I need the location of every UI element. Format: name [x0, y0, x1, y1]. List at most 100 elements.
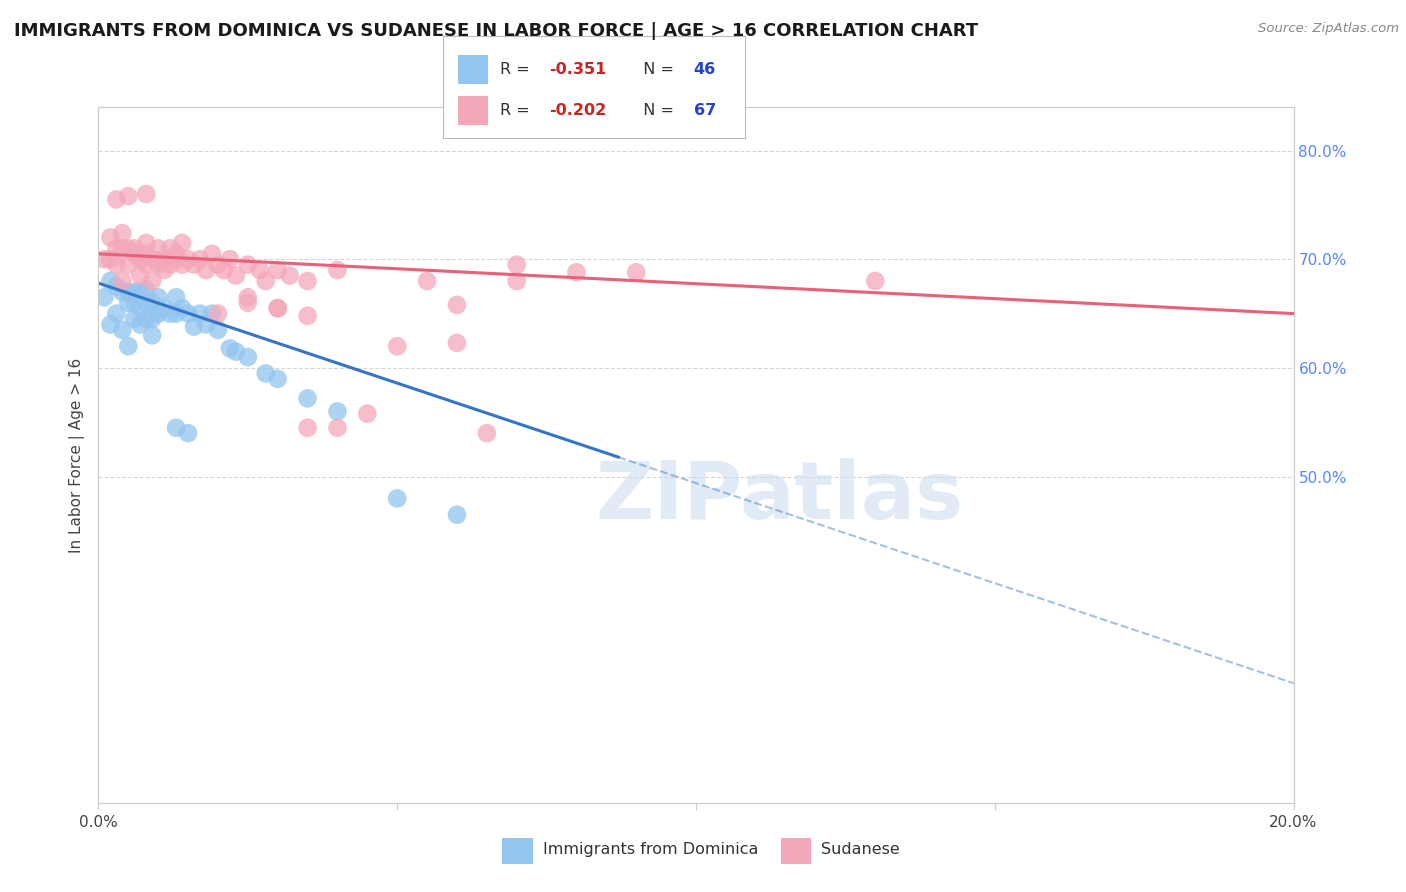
Point: [236, 290, 259, 304]
Text: N =: N =: [633, 103, 679, 118]
Point: [105, 258, 128, 272]
Point: [105, 193, 128, 207]
Point: [475, 426, 498, 441]
Point: [105, 279, 128, 293]
Y-axis label: In Labor Force | Age > 16: In Labor Force | Age > 16: [69, 358, 86, 552]
FancyBboxPatch shape: [458, 96, 488, 125]
Point: [159, 307, 181, 321]
Point: [135, 283, 157, 297]
Point: [225, 344, 247, 359]
Point: [124, 241, 146, 255]
Point: [626, 265, 648, 279]
Point: [172, 258, 194, 272]
Point: [141, 312, 163, 326]
Text: 67: 67: [693, 103, 716, 118]
Point: [111, 274, 134, 288]
Point: [195, 318, 218, 332]
Point: [865, 274, 887, 288]
Point: [117, 258, 139, 272]
Point: [506, 258, 529, 272]
Point: [117, 189, 139, 203]
Point: [236, 258, 259, 272]
Point: [446, 335, 468, 350]
Point: [267, 301, 290, 315]
Point: [135, 187, 157, 202]
Point: [148, 307, 170, 321]
Point: [356, 407, 378, 421]
Point: [177, 426, 200, 441]
Point: [177, 252, 200, 267]
Text: -0.202: -0.202: [548, 103, 606, 118]
Point: [267, 301, 290, 315]
Point: [117, 295, 139, 310]
Point: [124, 285, 146, 299]
Point: [172, 301, 194, 315]
Point: [124, 312, 146, 326]
Point: [124, 247, 146, 261]
Point: [135, 312, 157, 326]
Point: [225, 268, 247, 283]
Point: [111, 285, 134, 299]
Point: [267, 263, 290, 277]
Point: [165, 247, 187, 261]
Text: 46: 46: [693, 62, 716, 77]
Point: [153, 252, 176, 267]
Point: [148, 241, 170, 255]
Text: N =: N =: [633, 62, 679, 77]
Point: [506, 274, 529, 288]
Text: R =: R =: [501, 62, 536, 77]
Point: [111, 323, 134, 337]
Point: [111, 241, 134, 255]
Point: [98, 230, 122, 244]
Point: [165, 290, 187, 304]
Point: [165, 252, 187, 267]
Text: R =: R =: [501, 103, 536, 118]
Point: [165, 421, 187, 435]
Point: [111, 226, 134, 240]
Point: [98, 252, 122, 267]
Point: [129, 252, 152, 267]
Point: [207, 323, 229, 337]
Point: [135, 235, 157, 250]
Point: [254, 274, 277, 288]
Point: [201, 247, 224, 261]
Point: [297, 309, 319, 323]
Point: [172, 235, 194, 250]
Point: [129, 268, 152, 283]
Text: IMMIGRANTS FROM DOMINICA VS SUDANESE IN LABOR FORCE | AGE > 16 CORRELATION CHART: IMMIGRANTS FROM DOMINICA VS SUDANESE IN …: [14, 22, 979, 40]
Point: [183, 319, 205, 334]
Point: [236, 350, 259, 364]
Point: [177, 307, 200, 321]
Point: [117, 285, 139, 299]
Point: [135, 295, 157, 310]
Text: Immigrants from Dominica: Immigrants from Dominica: [543, 842, 758, 857]
FancyBboxPatch shape: [502, 838, 533, 863]
FancyBboxPatch shape: [780, 838, 811, 863]
Point: [159, 258, 181, 272]
Point: [236, 295, 259, 310]
Point: [219, 342, 242, 356]
Point: [385, 339, 409, 353]
Point: [159, 241, 181, 255]
Point: [148, 258, 170, 272]
Point: [129, 285, 152, 299]
Point: [129, 301, 152, 315]
Point: [93, 252, 115, 267]
Point: [188, 307, 211, 321]
Point: [254, 367, 277, 381]
Point: [117, 339, 139, 353]
Point: [385, 491, 409, 506]
Point: [326, 404, 349, 418]
Point: [135, 247, 157, 261]
Point: [141, 328, 163, 343]
Point: [117, 241, 139, 255]
Point: [219, 252, 242, 267]
Point: [195, 263, 218, 277]
Point: [267, 372, 290, 386]
Point: [212, 263, 235, 277]
Point: [297, 421, 319, 435]
Point: [124, 295, 146, 310]
Point: [201, 307, 224, 321]
Point: [416, 274, 439, 288]
Point: [129, 318, 152, 332]
